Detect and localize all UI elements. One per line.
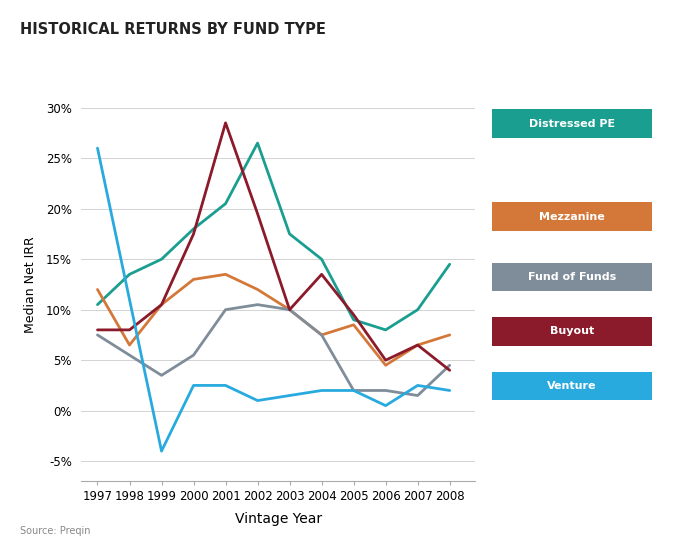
Text: HISTORICAL RETURNS BY FUND TYPE: HISTORICAL RETURNS BY FUND TYPE [20,22,326,37]
Text: Fund of Funds: Fund of Funds [528,272,616,282]
Y-axis label: Median Net IRR: Median Net IRR [24,236,37,333]
Text: Mezzanine: Mezzanine [539,212,605,222]
Text: Venture: Venture [547,381,597,391]
Text: Source: Preqin: Source: Preqin [20,526,91,536]
X-axis label: Vintage Year: Vintage Year [235,512,322,526]
Text: Distressed PE: Distressed PE [529,119,615,129]
Text: Buyout: Buyout [550,327,594,336]
